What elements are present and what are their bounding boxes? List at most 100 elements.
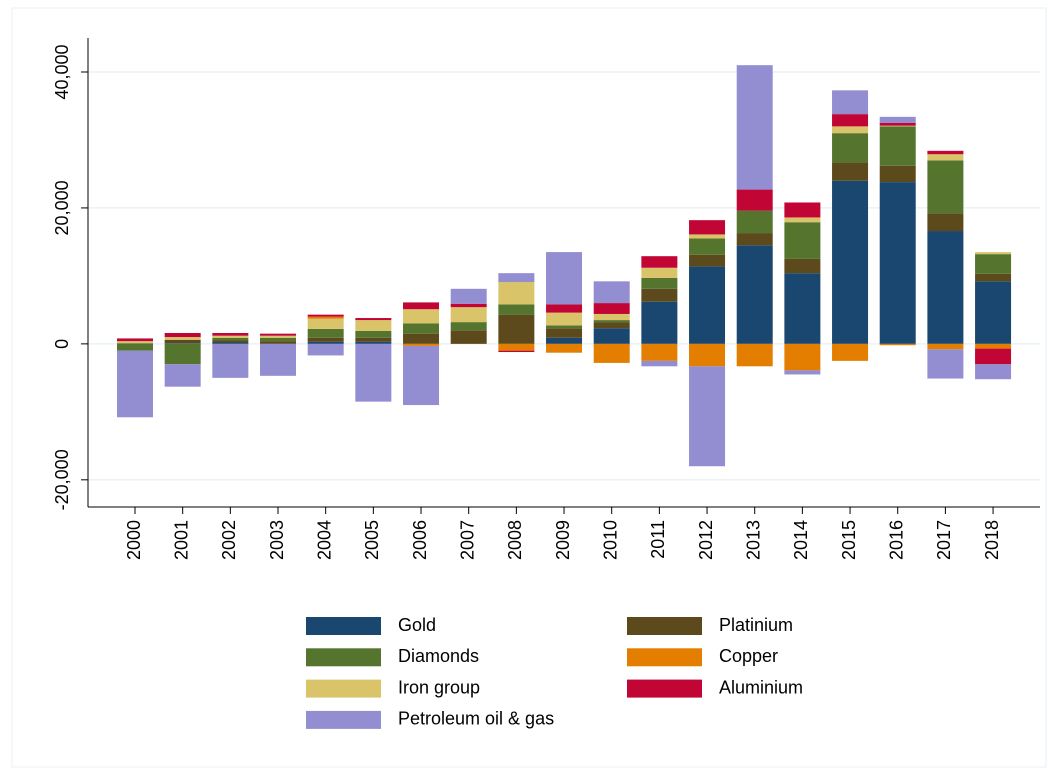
bar-segment [641,256,678,268]
legend-swatch [627,648,702,667]
bar-segment [784,258,821,274]
bar-segment [498,343,535,351]
legend-label: Gold [398,615,436,635]
bar-segment [975,348,1012,365]
bar-segment [212,332,249,336]
bar-segment [450,330,487,344]
x-tick-label: 2006 [410,520,430,560]
bar-segment [927,160,964,214]
bar-segment [498,273,535,283]
bar-segment [593,281,630,304]
x-tick-label: 2010 [600,520,620,560]
bar-segment [355,341,392,344]
bar-segment [975,364,1012,380]
bar-segment [403,309,440,324]
bar-segment [832,343,869,361]
legend-swatch [306,648,381,667]
bar-segment [927,349,964,379]
x-tick-label: 2018 [982,520,1002,560]
legend-swatch [306,617,381,635]
x-tick-label: 2011 [648,520,668,559]
bar-segment [593,313,630,321]
bar-segment [498,304,535,315]
bar-segment [832,180,869,344]
bar-segment [450,322,487,331]
bar-segment [927,231,964,344]
bar-segment [784,222,821,259]
bar-segment [593,322,630,329]
x-tick-label: 2007 [457,520,477,560]
x-tick-label: 2016 [886,520,906,560]
bar-segment [975,254,1012,274]
bar-segment [784,202,821,218]
frame [11,7,1047,768]
bar-segment [641,301,678,344]
bar-segment [641,267,678,278]
bar-segment [117,341,153,344]
bar-segment [689,234,726,239]
bar-segment [927,213,964,232]
bar-segment [879,182,916,344]
bar-segment [593,343,630,363]
bar-segment [546,304,583,313]
bar-segment [164,339,201,344]
bar-segment [260,341,297,344]
bar-segment [403,333,440,344]
bar-segment [212,342,249,344]
bar-segment [212,343,249,378]
bar-segment [164,343,201,365]
legend-label: Platinium [719,615,793,635]
bar-segment [879,116,916,123]
bar-segment [784,370,821,375]
x-tick-label: 2003 [267,520,287,560]
bar-segment [832,114,869,127]
bar-segment [164,343,201,344]
legend-label: Aluminium [719,677,803,697]
bar-segment [546,337,583,344]
bar-segment [307,337,344,342]
bar-segment [260,343,297,376]
bar-segment [403,302,440,310]
bar-segment [689,366,726,467]
bar-segment [784,273,821,344]
legend-swatch [306,710,381,729]
bar-segment [975,281,1012,344]
bar-segment [927,343,964,350]
bar-segment [641,288,678,302]
bar-segment [736,245,773,344]
bar-segment [784,217,821,223]
x-tick-label: 2014 [791,520,811,560]
bar-segment [355,318,392,321]
bar-segment [975,273,1012,282]
bar-segment [832,90,869,115]
bar-segment [307,341,344,344]
bar-segment [450,303,487,308]
bar-segment [212,340,249,343]
bar-segment [879,122,916,126]
x-tick-label: 2001 [171,520,191,560]
bar-segment [403,343,440,346]
bar-segment [212,335,249,338]
legend-swatch [306,679,381,698]
bar-segment [784,343,821,371]
legend-label: Iron group [398,677,480,697]
bar-segment [307,328,344,338]
bar-segment [975,252,1012,255]
bar-segment [546,328,583,338]
bar-segment [307,318,344,329]
bar-segment [307,314,344,317]
bar-segment [117,338,153,342]
bar-segment [546,325,583,329]
x-tick-label: 2005 [362,520,382,560]
x-tick-label: 2017 [934,520,954,560]
legend-swatch [627,679,702,698]
bar-segment [355,320,392,331]
bar-segment [689,220,726,235]
bar-segment [117,343,153,344]
bar-segment [736,210,773,234]
bar-segment [450,288,487,304]
x-tick-label: 2008 [505,520,525,560]
bar-segment [927,154,964,161]
y-tick-label: -20,000 [52,449,72,510]
y-tick-label: 40,000 [52,44,72,99]
